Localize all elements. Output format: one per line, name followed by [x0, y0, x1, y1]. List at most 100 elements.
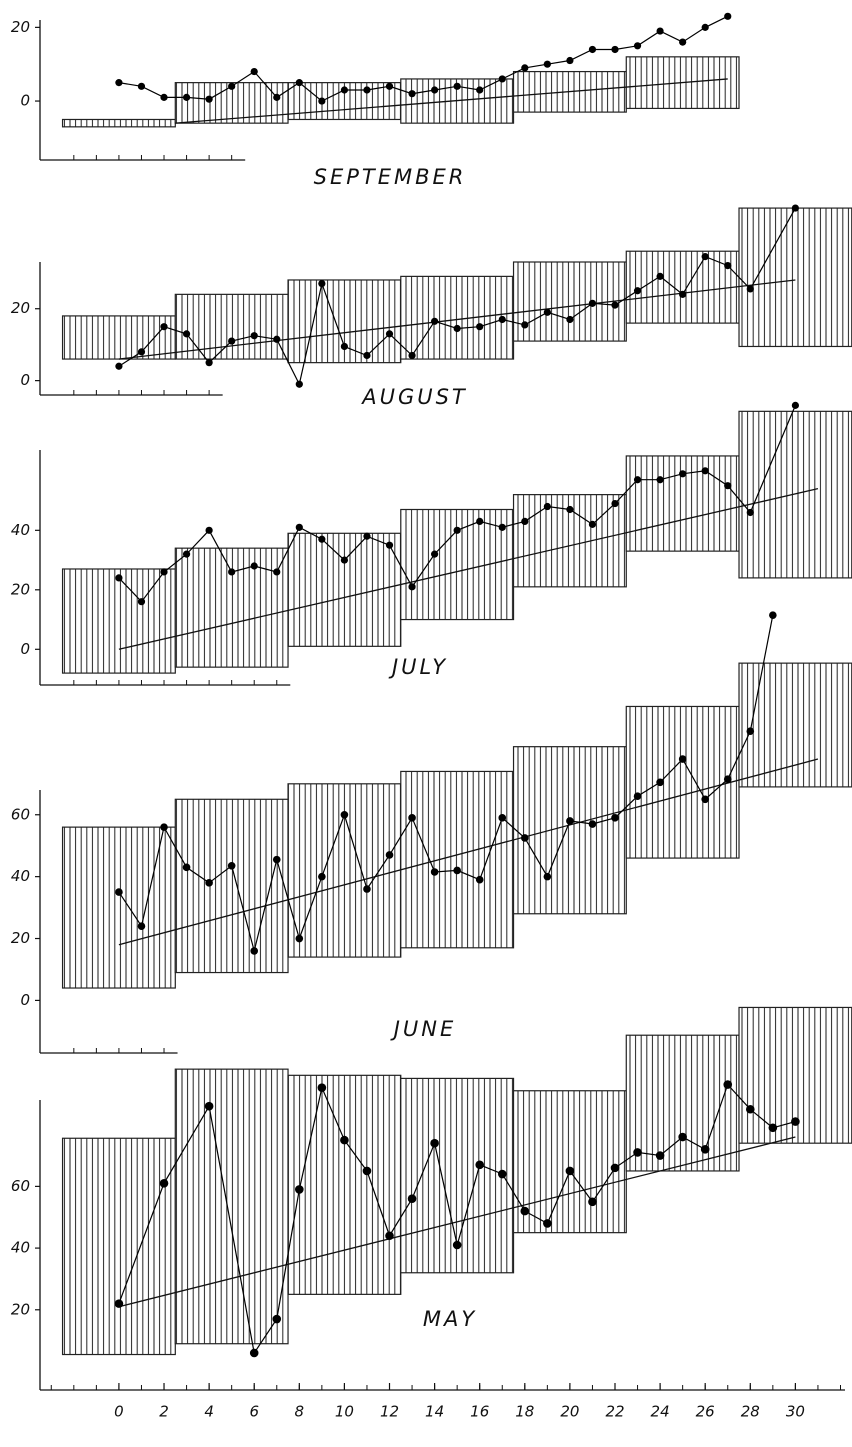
data-point — [633, 792, 642, 800]
data-point — [205, 359, 213, 367]
x-tick-label: 0 — [114, 1403, 124, 1421]
range-band — [61, 1137, 176, 1356]
data-point — [408, 351, 416, 360]
x-tick-label: 10 — [335, 1403, 354, 1421]
data-point — [385, 851, 394, 859]
data-point — [633, 42, 642, 50]
data-point — [746, 508, 754, 517]
data-point — [723, 1080, 733, 1089]
data-point — [566, 817, 574, 825]
data-point — [701, 253, 709, 261]
data-point — [204, 1101, 214, 1111]
range-band — [400, 770, 515, 949]
data-point — [340, 86, 349, 94]
y-tick-label: 0 — [20, 640, 30, 658]
data-point — [249, 1348, 259, 1358]
panel-title: MAY — [423, 1307, 477, 1331]
data-point — [633, 1148, 642, 1157]
data-point — [475, 1160, 485, 1170]
data-point — [656, 272, 664, 280]
data-point — [724, 482, 732, 490]
data-point — [385, 330, 394, 338]
y-tick-label: 60 — [11, 1177, 30, 1195]
data-point — [385, 541, 394, 549]
data-point — [565, 1166, 575, 1176]
data-point — [498, 315, 506, 324]
data-point — [363, 86, 371, 94]
data-point — [633, 287, 642, 295]
data-point — [724, 261, 732, 270]
data-point — [160, 323, 168, 331]
range-band — [287, 279, 402, 364]
range-band — [625, 1034, 740, 1172]
data-point — [205, 879, 213, 887]
data-point — [791, 401, 799, 409]
data-point — [295, 79, 303, 87]
range-band — [738, 207, 852, 348]
data-point — [318, 872, 326, 881]
data-point — [498, 523, 506, 531]
x-tick-label: 26 — [696, 1403, 715, 1421]
data-point — [317, 1083, 327, 1092]
data-point — [724, 12, 732, 20]
data-point — [385, 1231, 394, 1241]
series-line — [118, 1083, 796, 1355]
data-point — [228, 337, 236, 345]
data-point — [363, 532, 371, 540]
range-band — [625, 705, 740, 859]
data-point — [498, 75, 506, 83]
data-point — [453, 324, 461, 333]
data-point — [430, 868, 439, 876]
data-point — [543, 872, 552, 881]
data-point — [521, 834, 529, 842]
range-band — [174, 798, 289, 974]
range-band — [174, 1068, 289, 1345]
data-point — [543, 1219, 552, 1228]
trend-line — [118, 488, 819, 650]
data-point — [318, 97, 326, 105]
data-point — [273, 335, 281, 343]
data-point — [318, 279, 326, 288]
range-band — [287, 532, 402, 647]
data-point — [362, 1166, 372, 1176]
y-tick-label: 20 — [11, 580, 30, 598]
data-point — [250, 947, 259, 955]
data-point — [250, 332, 258, 340]
data-point — [340, 556, 349, 564]
data-point — [611, 301, 619, 309]
y-tick-label: 0 — [20, 991, 30, 1009]
y-tick-label: 0 — [20, 371, 30, 389]
x-tick-label: 8 — [295, 1403, 305, 1421]
x-tick-label: 28 — [741, 1403, 760, 1421]
range-band — [61, 826, 176, 989]
data-point — [137, 82, 146, 90]
data-point — [408, 583, 416, 591]
x-tick-label: 2 — [159, 1403, 169, 1421]
y-tick-label: 40 — [11, 867, 30, 885]
data-point — [611, 814, 619, 822]
data-point — [295, 380, 303, 388]
x-tick-label: 14 — [425, 1403, 444, 1421]
data-point — [431, 550, 439, 558]
data-point — [679, 38, 687, 46]
data-point — [679, 470, 687, 478]
data-point — [205, 526, 213, 534]
data-point — [611, 499, 619, 508]
data-point — [159, 1178, 169, 1188]
data-point — [520, 1206, 530, 1216]
data-point — [521, 517, 529, 525]
y-tick-label: 40 — [11, 1239, 30, 1257]
data-point — [453, 526, 461, 534]
range-band — [738, 410, 852, 579]
y-tick-label: 20 — [11, 18, 30, 36]
data-point — [295, 1185, 304, 1194]
y-tick-label: 0 — [20, 92, 30, 110]
data-point — [700, 1145, 710, 1154]
data-point — [205, 95, 213, 103]
data-point — [407, 1194, 417, 1204]
data-point — [588, 820, 597, 828]
data-point — [340, 810, 349, 819]
data-point — [566, 56, 574, 65]
